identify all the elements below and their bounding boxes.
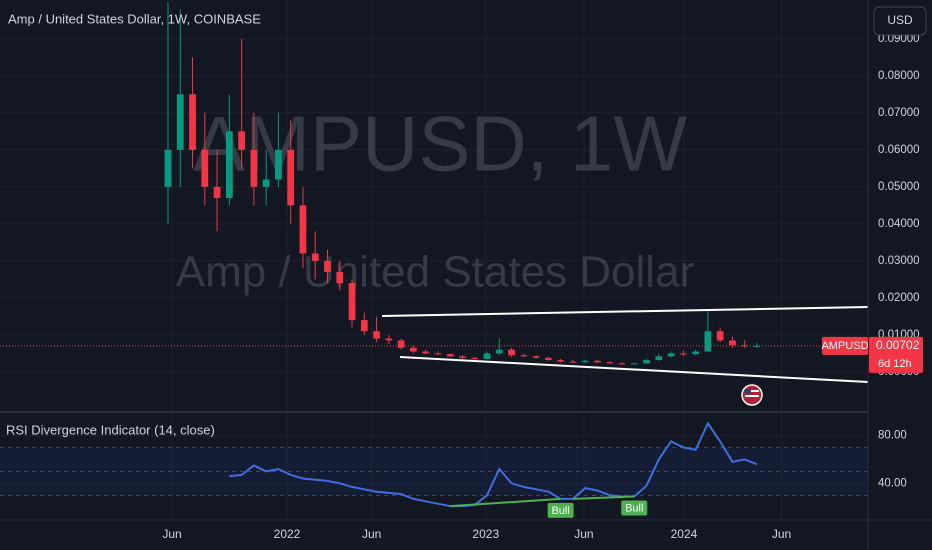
- grid: [0, 0, 868, 520]
- rsi-title: RSI Divergence Indicator (14, close): [6, 422, 215, 437]
- axes: 0.000000.010000.020000.030000.040000.050…: [162, 33, 923, 541]
- candle-body: [630, 363, 638, 365]
- flag-icon: [741, 384, 763, 406]
- candle-body: [692, 351, 699, 355]
- candle-body: [459, 356, 466, 358]
- symbol-badge: [822, 336, 868, 355]
- candle-body: [643, 360, 650, 364]
- candle-body: [250, 149, 258, 187]
- divergence-badge: [621, 500, 648, 516]
- candle-body: [336, 271, 344, 284]
- chart-title: Amp / United States Dollar, 1W, COINBASE: [8, 11, 261, 26]
- candle-body: [483, 353, 491, 359]
- candle-body: [667, 353, 675, 357]
- y-tick-label: 0.09000: [878, 33, 920, 45]
- candle-body: [434, 353, 442, 355]
- countdown-label: 6d 12h: [878, 358, 912, 370]
- candle-body: [373, 331, 380, 339]
- candle-body: [238, 131, 245, 150]
- candle-body: [520, 355, 528, 357]
- candle-body: [324, 260, 331, 272]
- candle-body: [557, 360, 565, 362]
- candle-body: [348, 283, 356, 321]
- currency-label[interactable]: USD: [887, 13, 913, 27]
- y-tick-label: 40.00: [878, 477, 907, 489]
- rsi-pane: Bull Bull: [0, 421, 868, 518]
- candle-body: [446, 354, 454, 357]
- candle-body: [164, 149, 172, 187]
- last-price-badge: [869, 336, 923, 373]
- candle-body: [594, 360, 601, 363]
- x-tick-label: 2022: [274, 527, 301, 541]
- trendline-upper: [381, 306, 869, 317]
- y-tick-label: 0.03000: [878, 255, 920, 267]
- candle-body: [495, 349, 503, 354]
- y-tick-label: 0.05000: [878, 181, 920, 193]
- candle-body: [655, 356, 663, 361]
- candle-body: [397, 340, 405, 348]
- trendline-lower: [399, 356, 869, 383]
- watermark-symbol: AMPUSD, 1W: [193, 100, 687, 188]
- candle-body: [606, 362, 614, 364]
- candle-body: [581, 360, 589, 363]
- candle-body: [287, 149, 295, 206]
- x-tick-label: 2024: [671, 527, 698, 541]
- watermark-name: Amp / United States Dollar: [176, 248, 694, 297]
- candle-body: [189, 94, 196, 150]
- x-tick-label: Jun: [162, 527, 181, 541]
- candle-body: [729, 340, 736, 346]
- y-tick-label: 0.08000: [878, 70, 920, 82]
- candle-body: [716, 331, 724, 341]
- candle-body: [618, 363, 626, 365]
- candle-body: [299, 205, 307, 254]
- y-tick-label: 0.04000: [878, 218, 920, 230]
- candle-body: [508, 349, 515, 356]
- price-pane: [0, 1, 868, 365]
- candle-body: [262, 179, 270, 187]
- candle-body: [679, 353, 687, 355]
- candle-body: [422, 351, 430, 354]
- candle-body: [410, 347, 417, 352]
- candle-body: [311, 253, 319, 261]
- rsi-line: [229, 421, 758, 508]
- candle-body: [704, 331, 712, 352]
- candle-body: [275, 149, 282, 180]
- candle-body: [544, 357, 552, 361]
- divergence-label: Bull: [551, 505, 569, 517]
- candle-body: [532, 356, 540, 358]
- candle-body: [213, 186, 221, 198]
- candle-body: [201, 149, 209, 187]
- x-tick-label: Jun: [772, 527, 791, 541]
- candle-body: [176, 94, 184, 150]
- x-tick-label: Jun: [574, 527, 593, 541]
- candle-body: [569, 361, 577, 363]
- candle-body: [471, 357, 479, 359]
- x-tick-label: 2023: [472, 527, 499, 541]
- symbol-label: AMPUSD: [821, 340, 868, 352]
- divergence-badge: [547, 502, 574, 518]
- divergence-label: Bull: [625, 502, 643, 514]
- y-tick-label: 0.02000: [878, 292, 920, 304]
- last-price-label: 0.00702: [876, 338, 920, 352]
- y-tick-label: 0.06000: [878, 144, 920, 156]
- y-tick-label: 80.00: [878, 429, 907, 441]
- candle-body: [225, 131, 233, 198]
- candle-body: [385, 338, 393, 341]
- x-tick-label: Jun: [362, 527, 381, 541]
- currency-button[interactable]: [873, 6, 927, 36]
- divergence-line: [450, 497, 561, 508]
- candle-body: [360, 320, 368, 332]
- divergence-line: [572, 495, 635, 500]
- y-tick-label: 0.07000: [878, 107, 920, 119]
